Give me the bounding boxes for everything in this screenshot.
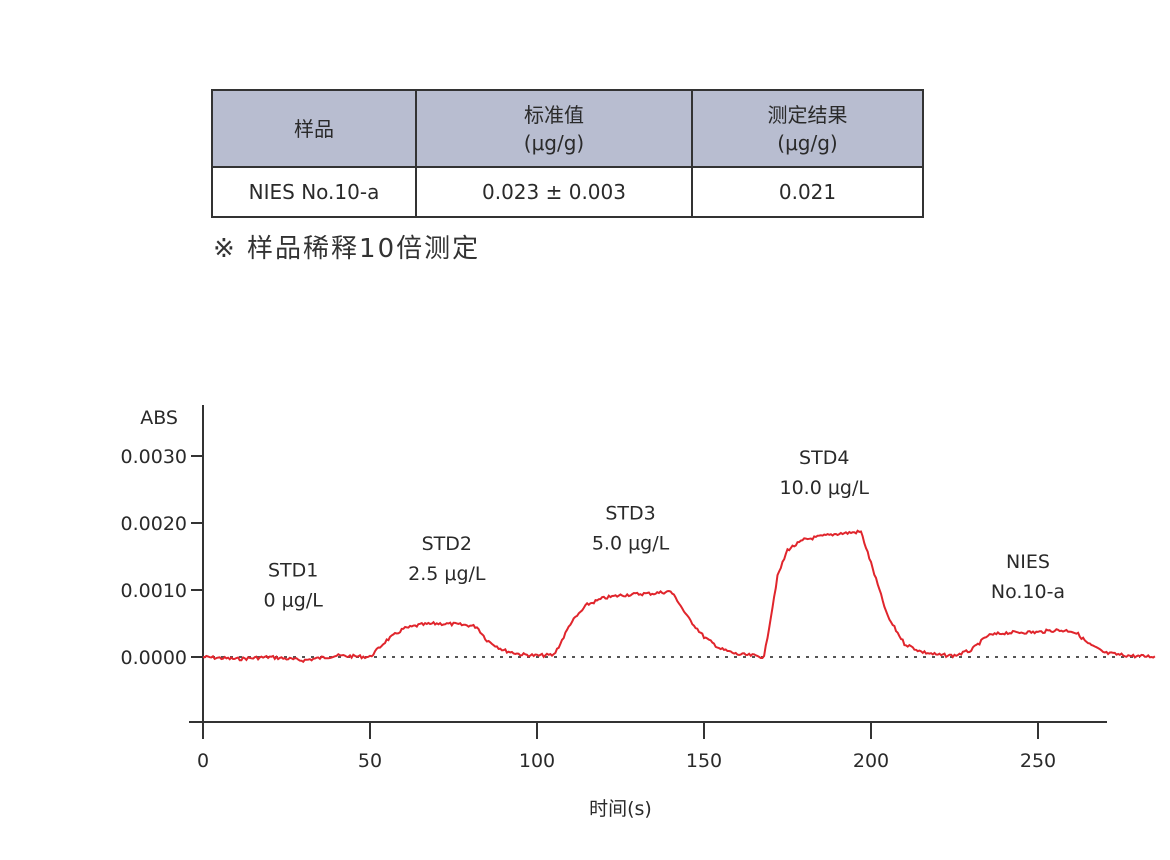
annotation-label: 2.5 μg/L — [408, 563, 486, 585]
table-header-row: 样品 标准值 (μg/g) 测定结果 (μg/g) — [211, 89, 924, 168]
series-line — [202, 529, 1156, 664]
header-sample: 样品 — [211, 89, 417, 168]
annotation-label: 5.0 μg/L — [592, 533, 670, 555]
header-standard: 标准值 (μg/g) — [415, 89, 693, 168]
annotation-label: STD4 — [799, 447, 849, 469]
results-table: 样品 标准值 (μg/g) 测定结果 (μg/g) NIES No.10-a 0.0… — [211, 89, 924, 218]
x-axis-label: 时间(s) — [589, 798, 652, 820]
annotation-label: STD1 — [268, 560, 318, 582]
x-tick-label: 150 — [686, 750, 722, 772]
annotation-label: 0 μg/L — [264, 590, 324, 612]
annotation-label: STD3 — [605, 503, 655, 525]
dilution-note: ※ 样品稀释10倍测定 — [213, 234, 481, 264]
y-tick-label: 0.0010 — [121, 580, 187, 602]
y-tick-label: 0.0030 — [121, 446, 187, 468]
x-tick-label: 50 — [358, 750, 382, 772]
table-row: NIES No.10-a 0.023 ± 0.003 0.021 — [211, 166, 924, 218]
annotation-label: 10.0 μg/L — [779, 477, 869, 499]
x-tick-label: 250 — [1020, 750, 1056, 772]
y-tick-label: 0.0020 — [121, 513, 187, 535]
annotation-label: NIES — [1006, 551, 1050, 573]
cell-standard: 0.023 ± 0.003 — [415, 166, 693, 218]
annotation-label: No.10-a — [991, 581, 1065, 603]
y-tick-label: 0.0000 — [121, 647, 187, 669]
cell-sample: NIES No.10-a — [211, 166, 417, 218]
annotation-label: STD2 — [422, 533, 472, 555]
x-tick-label: 200 — [853, 750, 889, 772]
cell-result: 0.021 — [691, 166, 924, 218]
header-result: 测定结果 (μg/g) — [691, 89, 924, 168]
x-tick-label: 100 — [519, 750, 555, 772]
x-tick-label: 0 — [197, 750, 209, 772]
y-axis-label: ABS — [140, 407, 178, 429]
